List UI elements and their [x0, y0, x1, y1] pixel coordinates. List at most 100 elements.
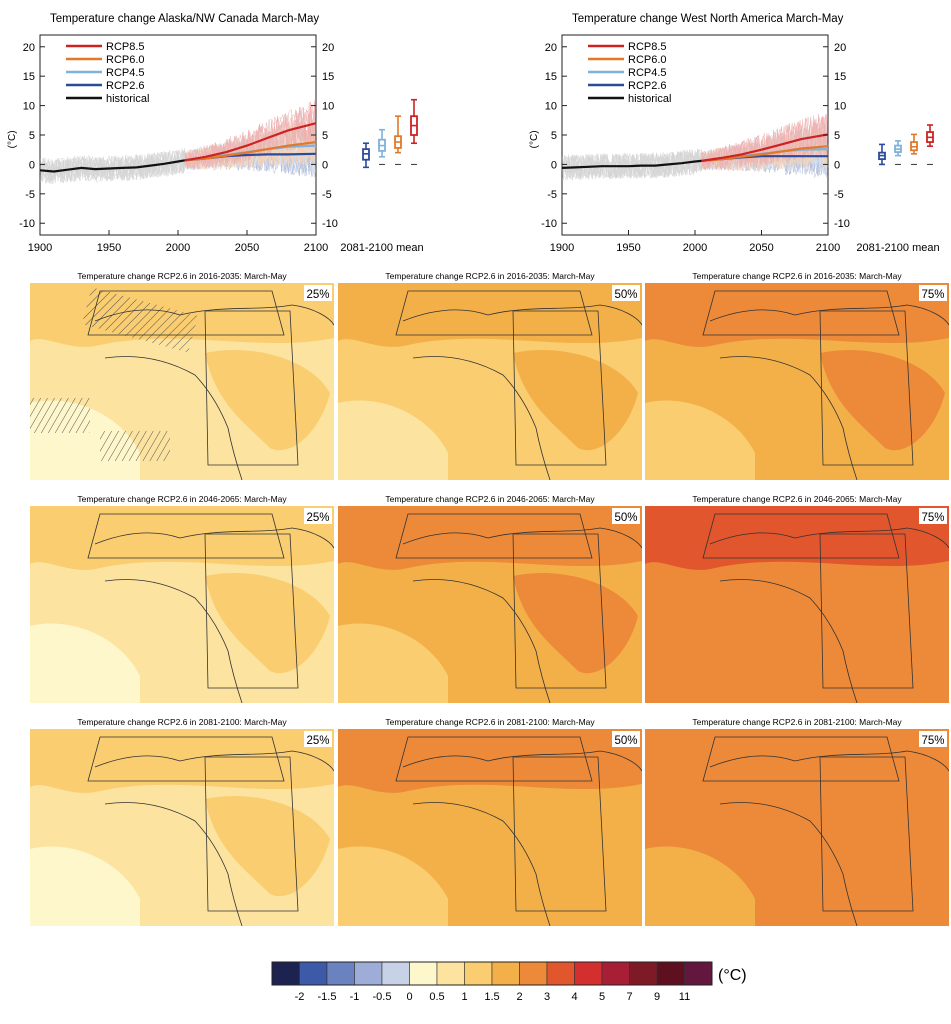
map-panels: Temperature change RCP2.6 in 2016-2035: … [30, 271, 949, 926]
map-interior-patch [205, 572, 330, 674]
region-outline-wna [819, 533, 914, 689]
map-title: Temperature change RCP2.6 in 2016-2035: … [692, 271, 902, 281]
y-tick-label-right: 15 [322, 71, 334, 83]
percentile-badge [612, 731, 640, 747]
ensemble-run-RCP6.0 [701, 128, 829, 171]
y-tick-label-right: 0 [834, 159, 840, 171]
map-ocean-patch [338, 846, 448, 926]
x-tick-label: 2100 [816, 242, 840, 254]
x-tick-label: 2000 [166, 242, 190, 254]
map-ocean-patch [645, 623, 755, 703]
region-outline-alaska [395, 290, 593, 336]
map-interior-patch [513, 572, 638, 674]
coastline [402, 304, 642, 480]
colorbar-label: 1.5 [484, 991, 499, 1003]
boxplot-RCP8.5 [926, 124, 934, 165]
percentile-label: 75% [921, 735, 944, 747]
region-outline-wna [512, 533, 607, 689]
map-warm-band [645, 729, 949, 793]
ensemble-runs [561, 113, 829, 181]
percentile-label: 50% [614, 512, 637, 524]
map-content [30, 729, 334, 926]
ensemble-run-historical [561, 149, 702, 181]
ensemble-run-RCP8.5 [184, 106, 317, 169]
ensemble-run-historical [561, 148, 702, 180]
map-warm-band [338, 729, 642, 793]
map-ocean-patch [338, 400, 448, 480]
map-hatching [81, 287, 199, 353]
timeseries-panels: Temperature change Alaska/NW Canada Marc… [7, 13, 940, 254]
ensemble-run-historical [39, 149, 186, 185]
map-content [30, 283, 334, 480]
y-tick-label: 0 [29, 159, 35, 171]
legend-label: historical [106, 93, 149, 105]
percentile-label: 25% [306, 289, 329, 301]
series-line-RCP8.5 [184, 122, 317, 162]
region-outline-wna [204, 756, 299, 912]
map-panel-7: Temperature change RCP2.6 in 2081-2100: … [338, 717, 642, 926]
ensemble-run-RCP6.0 [184, 122, 317, 170]
legend-label: RCP6.0 [106, 54, 145, 66]
ensemble-run-RCP2.6 [701, 133, 829, 178]
boxplot-RCP6.0 [910, 133, 918, 165]
coastline [709, 304, 949, 480]
colorbar-label: 3 [544, 991, 550, 1003]
colorbar-swatch [271, 961, 300, 986]
region-outline-alaska [87, 736, 285, 782]
percentile-label: 25% [306, 512, 329, 524]
map-title: Temperature change RCP2.6 in 2046-2065: … [385, 494, 595, 504]
colorbar-label: -0.5 [373, 991, 392, 1003]
colorbar-swatch [546, 961, 575, 986]
map-warm-band [645, 283, 949, 347]
ensemble-run-RCP2.6 [701, 134, 829, 177]
percentile-badge [919, 285, 947, 301]
colorbar-swatch [326, 961, 355, 986]
map-content [645, 283, 949, 480]
ensemble-run-historical [561, 149, 702, 181]
colorbar-label: 11 [679, 991, 690, 1003]
percentile-label: 25% [306, 735, 329, 747]
percentile-badge [612, 285, 640, 301]
series-line-RCP8.5 [701, 133, 829, 162]
map-warm-band [30, 506, 334, 570]
percentile-badge [304, 508, 332, 524]
percentile-badge [612, 508, 640, 524]
ensemble-run-historical [561, 150, 702, 180]
ensemble-run-RCP2.6 [184, 135, 317, 177]
colorbar-label: 0 [406, 991, 412, 1003]
ensemble-run-RCP6.0 [701, 127, 829, 170]
y-tick-label: -10 [541, 218, 557, 230]
x-tick-label: 2050 [235, 242, 259, 254]
series-line-RCP6.0 [701, 145, 829, 162]
percentile-badge [304, 731, 332, 747]
map-title: Temperature change RCP2.6 in 2081-2100: … [385, 717, 595, 727]
boxplot-RCP2.6 [362, 142, 370, 169]
colorbar-swatch [381, 961, 410, 986]
colorbar-label: -2 [295, 991, 305, 1003]
y-tick-label-right: 10 [322, 101, 334, 113]
y-tick-label-right: -5 [322, 189, 332, 201]
map-title: Temperature change RCP2.6 in 2046-2065: … [77, 494, 287, 504]
ensemble-run-historical [39, 149, 186, 183]
ensemble-run-RCP4.5 [701, 129, 829, 172]
region-outline-wna [204, 533, 299, 689]
y-tick-label-right: 20 [322, 42, 334, 54]
map-title: Temperature change RCP2.6 in 2081-2100: … [77, 717, 287, 727]
percentile-badge [304, 285, 332, 301]
boxplot-RCP2.6 [878, 143, 886, 166]
colorbar-swatch [574, 961, 603, 986]
x-tick-label: 1950 [97, 242, 121, 254]
map-interior-patch [820, 572, 945, 674]
map-interior-patch [820, 349, 945, 451]
ensemble-run-historical [561, 151, 702, 181]
y-tick-label: 15 [23, 71, 35, 83]
region-outline-wna [819, 756, 914, 912]
map-panel-4: Temperature change RCP2.6 in 2046-2065: … [338, 494, 642, 703]
y-tick-label: 10 [545, 101, 557, 113]
region-outline-alaska [702, 290, 900, 336]
ensemble-run-historical [561, 149, 702, 180]
percentile-label: 75% [921, 512, 944, 524]
y-tick-label: 20 [545, 42, 557, 54]
boxplot-RCP4.5 [894, 140, 902, 165]
